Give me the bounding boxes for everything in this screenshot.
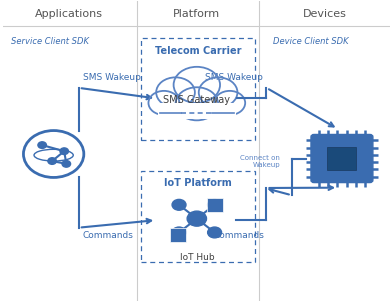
Text: Telecom Carrier: Telecom Carrier	[154, 46, 241, 56]
FancyBboxPatch shape	[327, 147, 357, 170]
Text: Connect on
Wakeup: Connect on Wakeup	[240, 155, 280, 168]
Text: SMS Gateway: SMS Gateway	[163, 95, 230, 105]
Circle shape	[48, 158, 56, 164]
Text: SMS Wakeup: SMS Wakeup	[205, 73, 263, 82]
Text: Commands: Commands	[213, 231, 265, 240]
Circle shape	[174, 67, 220, 103]
Text: Applications: Applications	[35, 9, 103, 19]
FancyBboxPatch shape	[141, 38, 255, 140]
Circle shape	[176, 87, 218, 120]
Circle shape	[60, 148, 68, 155]
Circle shape	[214, 91, 245, 115]
Circle shape	[187, 211, 206, 226]
Text: Devices: Devices	[303, 9, 346, 19]
Circle shape	[23, 130, 84, 178]
Text: IoT Platform: IoT Platform	[164, 178, 231, 188]
Circle shape	[199, 77, 237, 108]
Text: Commands: Commands	[83, 231, 134, 240]
Circle shape	[208, 199, 222, 210]
FancyBboxPatch shape	[311, 134, 373, 183]
Circle shape	[149, 91, 179, 115]
FancyBboxPatch shape	[141, 171, 255, 262]
Text: Service Client SDK: Service Client SDK	[11, 37, 89, 46]
Text: SMS Wakeup: SMS Wakeup	[83, 73, 140, 82]
FancyBboxPatch shape	[207, 198, 223, 212]
FancyBboxPatch shape	[170, 228, 186, 242]
FancyBboxPatch shape	[158, 103, 235, 119]
Circle shape	[38, 142, 47, 148]
Circle shape	[172, 199, 186, 210]
Text: IoT Hub: IoT Hub	[179, 253, 214, 262]
Text: Platform: Platform	[173, 9, 221, 19]
Circle shape	[172, 227, 186, 238]
Circle shape	[208, 227, 222, 238]
Text: Device Client SDK: Device Client SDK	[273, 37, 349, 46]
Circle shape	[62, 161, 70, 167]
Circle shape	[156, 77, 195, 108]
